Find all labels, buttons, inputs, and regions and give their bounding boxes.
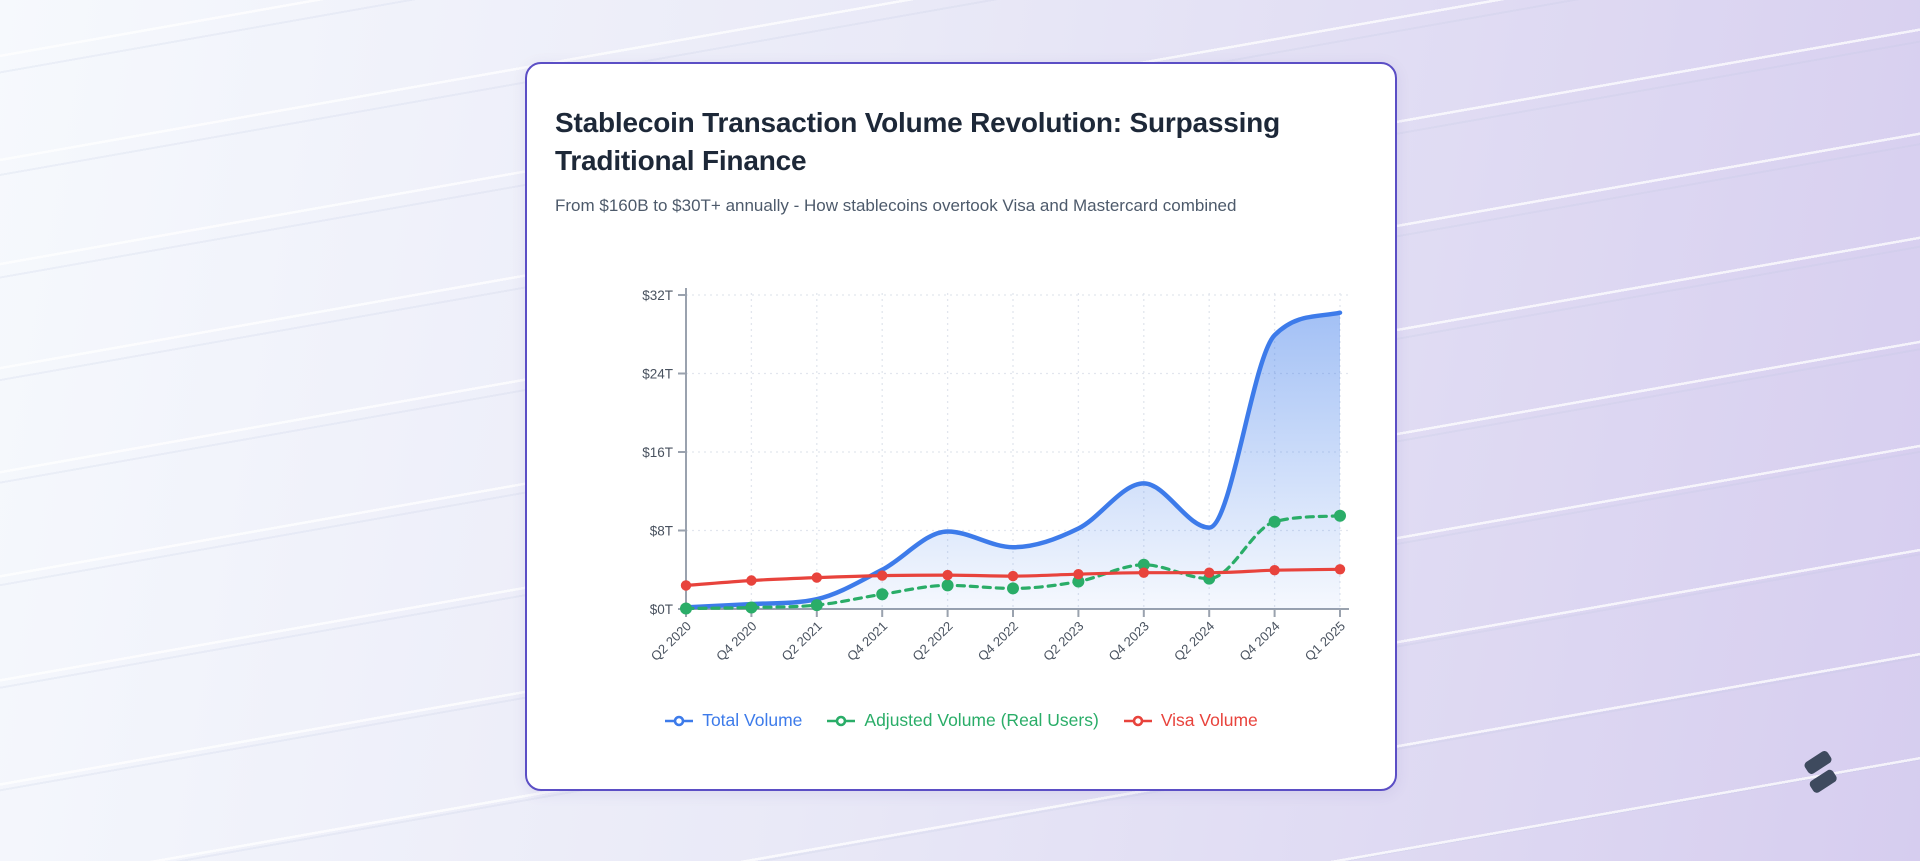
chart-title: Stablecoin Transaction Volume Revolution… [555, 107, 1280, 177]
svg-text:Q2 2024: Q2 2024 [1171, 618, 1217, 663]
legend-item-label: Adjusted Volume (Real Users) [864, 710, 1099, 730]
chart-subtitle: From $160B to $30T+ annually - How stabl… [555, 196, 1237, 216]
series-adjusted-volume-real-users [680, 509, 1346, 615]
legend-item-label: Visa Volume [1160, 710, 1258, 730]
brand-logo-icon [1794, 751, 1842, 799]
legend-marker-icon [827, 715, 856, 726]
svg-text:$0T: $0T [650, 602, 673, 617]
svg-text:Q4 2024: Q4 2024 [1236, 618, 1282, 663]
svg-text:Q4 2022: Q4 2022 [975, 618, 1021, 663]
legend-item-total-volume[interactable]: Total Volume [664, 710, 802, 731]
svg-text:Q2 2020: Q2 2020 [648, 618, 694, 663]
series-total-volume [683, 310, 1343, 610]
series-visa-volume [680, 564, 1346, 591]
svg-text:Q1 2025: Q1 2025 [1302, 618, 1348, 663]
svg-text:Q2 2022: Q2 2022 [909, 618, 955, 663]
svg-text:Q2 2023: Q2 2023 [1040, 618, 1086, 663]
legend-marker-icon [665, 715, 694, 726]
svg-text:$24T: $24T [642, 367, 673, 382]
x-axis-labels: Q2 2020 Q4 2020 Q2 2021 Q4 2021 Q2 2022 Q4 20… [648, 618, 1348, 663]
legend-item-label: Total Volume [702, 710, 803, 730]
legend-item-visa-volume[interactable]: Visa Volume [1123, 710, 1258, 731]
svg-text:Q4 2023: Q4 2023 [1106, 618, 1152, 663]
chart-legend: Total Volume Adjusted Volume (Real Users)… [527, 710, 1395, 731]
svg-text:$8T: $8T [650, 524, 673, 539]
svg-text:Q4 2021: Q4 2021 [844, 618, 890, 663]
legend-item-adjusted-volume-real-users[interactable]: Adjusted Volume (Real Users) [826, 710, 1099, 731]
chart-card: Stablecoin Transaction Volume Revolution… [525, 62, 1397, 791]
legend-marker-icon [1123, 715, 1152, 726]
svg-text:$16T: $16T [642, 445, 673, 460]
svg-text:Q2 2021: Q2 2021 [779, 618, 825, 663]
svg-text:Q4 2020: Q4 2020 [713, 618, 759, 663]
y-axis-labels: $0T $8T $16T $24T $32T [642, 288, 673, 617]
svg-text:$32T: $32T [642, 288, 673, 303]
